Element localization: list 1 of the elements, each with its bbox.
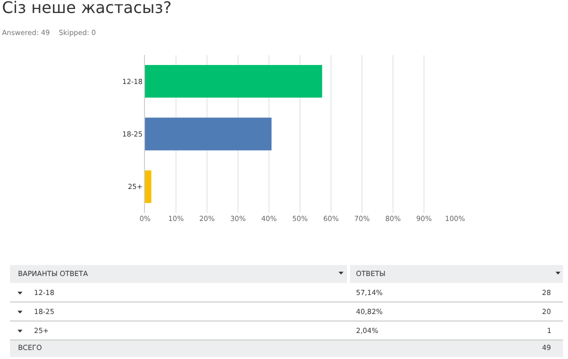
chart-title: Сіз неше жастасыз? bbox=[2, 0, 172, 17]
